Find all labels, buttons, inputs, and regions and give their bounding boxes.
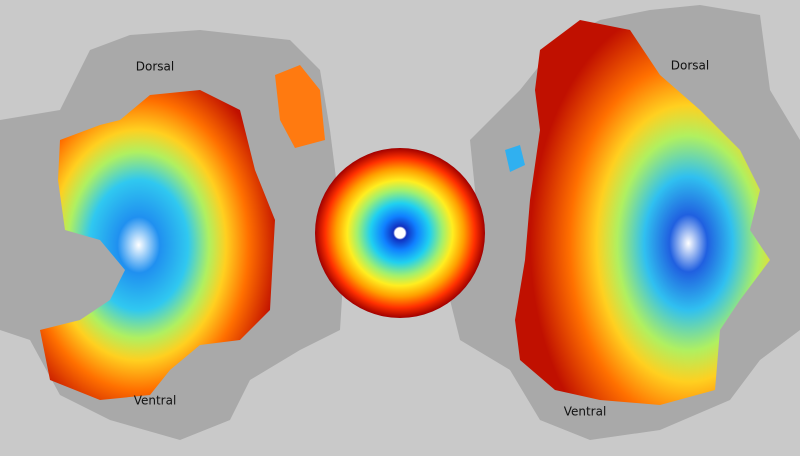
right-activity-patch [505,145,525,172]
right-activity [515,20,770,405]
right-ventral-label: Ventral [564,405,607,419]
left-ventral-label: Ventral [134,394,177,408]
left-dorsal-label: Dorsal [136,60,174,74]
left-activity [40,90,275,400]
right-dorsal-label: Dorsal [671,59,709,73]
eccentricity-disk [315,148,485,318]
left-activity-patch [275,65,325,148]
